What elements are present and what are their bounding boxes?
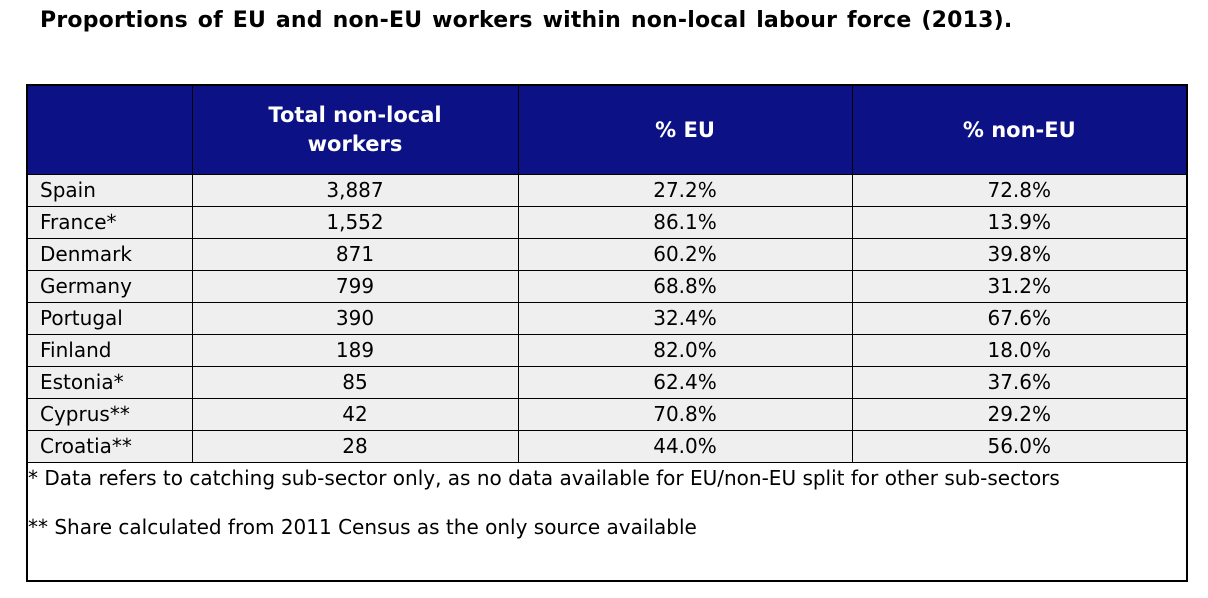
table-footer: * Data refers to catching sub-sector onl… (26, 461, 1188, 581)
table-row: Croatia** 28 44.0% 56.0% (26, 429, 1188, 463)
pct-non-eu-cell: 67.6% (851, 301, 1188, 335)
country-cell: Croatia** (26, 429, 193, 463)
header-row: Total non-local workers % EU % non-EU (26, 84, 1188, 175)
pct-eu-cell: 70.8% (517, 397, 853, 431)
total-workers-cell: 1,552 (191, 205, 519, 239)
header-total-workers: Total non-local workers (191, 84, 519, 175)
pct-non-eu-cell: 72.8% (851, 173, 1188, 207)
total-workers-cell: 871 (191, 237, 519, 271)
table-header: Total non-local workers % EU % non-EU (26, 84, 1188, 175)
country-cell: Cyprus** (26, 397, 193, 431)
page-title: Proportions of EU and non-EU workers wit… (40, 8, 1013, 33)
header-total-workers-label: Total non-local workers (268, 103, 442, 156)
country-cell: Germany (26, 269, 193, 303)
footnotes-cell: * Data refers to catching sub-sector onl… (26, 461, 1188, 581)
total-workers-cell: 85 (191, 365, 519, 399)
country-cell: Spain (26, 173, 193, 207)
total-workers-cell: 28 (191, 429, 519, 463)
pct-non-eu-cell: 39.8% (851, 237, 1188, 271)
pct-non-eu-cell: 31.2% (851, 269, 1188, 303)
table-row: Spain 3,887 27.2% 72.8% (26, 173, 1188, 207)
country-cell: Portugal (26, 301, 193, 335)
pct-non-eu-cell: 29.2% (851, 397, 1188, 431)
total-workers-cell: 799 (191, 269, 519, 303)
pct-non-eu-cell: 37.6% (851, 365, 1188, 399)
table-row: Germany 799 68.8% 31.2% (26, 269, 1188, 303)
header-country (26, 84, 193, 175)
country-cell: Denmark (26, 237, 193, 271)
country-cell: Estonia* (26, 365, 193, 399)
pct-non-eu-cell: 13.9% (851, 205, 1188, 239)
pct-eu-cell: 68.8% (517, 269, 853, 303)
pct-eu-cell: 60.2% (517, 237, 853, 271)
total-workers-cell: 42 (191, 397, 519, 431)
footnote-double-asterisk: ** Share calculated from 2011 Census as … (28, 514, 697, 539)
pct-non-eu-cell: 18.0% (851, 333, 1188, 367)
header-pct-eu-label: % EU (655, 117, 715, 142)
footnote-asterisk: * Data refers to catching sub-sector onl… (28, 465, 1060, 490)
header-pct-eu: % EU (517, 84, 853, 175)
total-workers-cell: 189 (191, 333, 519, 367)
header-pct-non-eu: % non-EU (851, 84, 1188, 175)
table-row: Estonia* 85 62.4% 37.6% (26, 365, 1188, 399)
table-row: France* 1,552 86.1% 13.9% (26, 205, 1188, 239)
pct-eu-cell: 32.4% (517, 301, 853, 335)
country-cell: Finland (26, 333, 193, 367)
table-row: Portugal 390 32.4% 67.6% (26, 301, 1188, 335)
pct-non-eu-cell: 56.0% (851, 429, 1188, 463)
pct-eu-cell: 82.0% (517, 333, 853, 367)
total-workers-cell: 390 (191, 301, 519, 335)
table-row: Cyprus** 42 70.8% 29.2% (26, 397, 1188, 431)
pct-eu-cell: 44.0% (517, 429, 853, 463)
workers-table: Total non-local workers % EU % non-EU Sp… (26, 84, 1188, 582)
table-row: Denmark 871 60.2% 39.8% (26, 237, 1188, 271)
pct-eu-cell: 62.4% (517, 365, 853, 399)
footnotes-row: * Data refers to catching sub-sector onl… (26, 461, 1188, 581)
table-row: Finland 189 82.0% 18.0% (26, 333, 1188, 367)
pct-eu-cell: 86.1% (517, 205, 853, 239)
total-workers-cell: 3,887 (191, 173, 519, 207)
header-pct-non-eu-label: % non-EU (962, 117, 1076, 142)
table-body: Spain 3,887 27.2% 72.8% France* 1,552 86.1% 13.… (26, 173, 1188, 463)
country-cell: France* (26, 205, 193, 239)
pct-eu-cell: 27.2% (517, 173, 853, 207)
